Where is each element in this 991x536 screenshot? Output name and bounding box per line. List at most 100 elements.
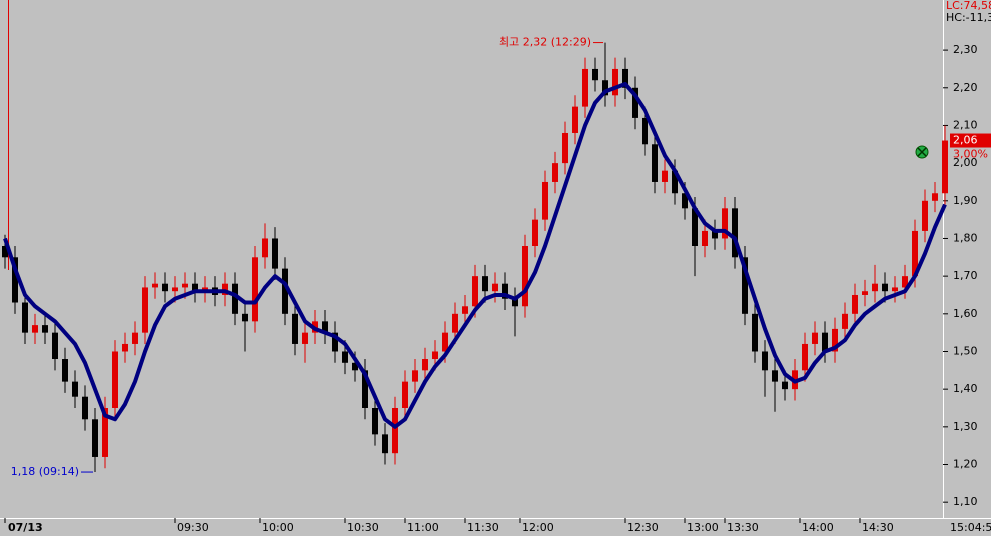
high-annotation: 최고 2,32 (12:29) [499, 36, 591, 49]
candle-body [532, 219, 538, 247]
candle-body [542, 181, 548, 220]
last-price-box [950, 133, 991, 148]
candle-body [72, 381, 78, 397]
candle-body [822, 332, 828, 352]
y-tick-label: 1,30 [953, 420, 978, 433]
candle-body [442, 332, 448, 352]
candle-body [572, 106, 578, 133]
candle-body [152, 283, 158, 288]
candle-body [722, 208, 728, 239]
candle-body [622, 68, 628, 88]
candle-body [492, 283, 498, 292]
candle-body [602, 80, 608, 96]
candle-body [862, 291, 868, 295]
candle-body [782, 381, 788, 390]
candle-body [22, 302, 28, 333]
y-tick-label: 2,20 [953, 81, 978, 94]
x-tick-label: 14:00 [802, 521, 834, 534]
lc-label: LC:74,58 [946, 0, 991, 12]
y-tick-label: 1,70 [953, 269, 978, 282]
candle-body [192, 283, 198, 292]
candle-body [12, 257, 18, 303]
candle-body [412, 370, 418, 382]
candle-body [632, 87, 638, 118]
candle-body [62, 359, 68, 382]
candle-body [142, 287, 148, 333]
candle-body [872, 283, 878, 292]
candle-body [262, 238, 268, 258]
candle-body [2, 246, 8, 258]
candle-body [502, 283, 508, 299]
candle-body [832, 328, 838, 352]
x-tick-label: 13:30 [727, 521, 759, 534]
candle-body [912, 230, 918, 277]
candle-body [882, 283, 888, 292]
candle-body [162, 283, 168, 292]
candle-body [352, 362, 358, 371]
candle-body [342, 351, 348, 363]
candle-body [642, 117, 648, 145]
candle-body [422, 359, 428, 371]
moving-average [3, 82, 947, 429]
candle-body [922, 200, 928, 231]
y-tick-label: 2,00 [953, 156, 978, 169]
x-tick-label: 14:30 [862, 521, 894, 534]
x-tick-label: 12:30 [627, 521, 659, 534]
candle-body [332, 332, 338, 352]
candle-body [762, 351, 768, 371]
candle-body [102, 407, 108, 457]
x-tick-label: 11:00 [407, 521, 439, 534]
candle-body [112, 351, 118, 408]
candle-body [662, 170, 668, 182]
candle-body [172, 287, 178, 292]
candle-body [82, 396, 88, 420]
candle-body [372, 407, 378, 435]
y-tick-label: 1,40 [953, 382, 978, 395]
candle-body [232, 283, 238, 314]
x-tick-label: 10:00 [262, 521, 294, 534]
candle-body [462, 306, 468, 314]
candle-body [772, 370, 778, 382]
candle-body [692, 208, 698, 247]
candle-body [682, 193, 688, 209]
candle-body [742, 257, 748, 314]
candle-body [52, 332, 58, 360]
candle-body [452, 313, 458, 333]
candle-body [282, 268, 288, 314]
y-tick-label: 2,30 [953, 43, 978, 56]
candle-body [592, 68, 598, 81]
candle-body [802, 343, 808, 371]
x-tick-label: 13:00 [687, 521, 719, 534]
y-tick-label: 1,50 [953, 344, 978, 357]
y-tick-label: 1,90 [953, 194, 978, 207]
signal-icon [917, 147, 927, 157]
candle-body [32, 325, 38, 333]
last-price-label: 2,06 [953, 134, 978, 147]
candle-body [322, 321, 328, 333]
candle-body [392, 407, 398, 454]
candle-body [92, 419, 98, 457]
candle-body [432, 351, 438, 360]
candle-body [812, 332, 818, 344]
x-tick-label: 11:30 [467, 521, 499, 534]
candle-body [302, 332, 308, 344]
y-tick-label: 2,10 [953, 118, 978, 131]
candle-body [272, 238, 278, 269]
candle-body [132, 332, 138, 344]
candle-body [482, 276, 488, 292]
candle-body [42, 325, 48, 333]
candle-body [942, 140, 948, 194]
candle-body [902, 276, 908, 288]
candle-body [752, 313, 758, 352]
time-label: 15:04:5 [950, 521, 991, 534]
candle-body [522, 246, 528, 307]
y-tick-label: 1,10 [953, 495, 978, 508]
change-label: 3,00% [953, 148, 988, 161]
candle-body [362, 370, 368, 408]
candle-body [122, 343, 128, 352]
x-tick-label: 12:00 [522, 521, 554, 534]
candle-body [612, 68, 618, 96]
candle-body [182, 283, 188, 288]
candle-body [382, 434, 388, 454]
x-tick-label: 09:30 [177, 521, 209, 534]
